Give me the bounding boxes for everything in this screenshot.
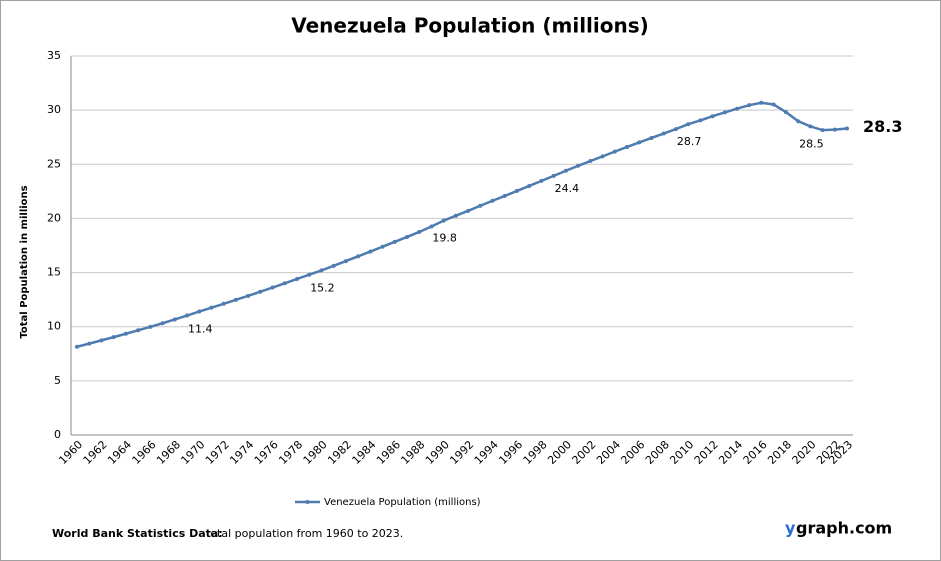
point [270,285,275,290]
value-label: 11.4 [188,323,213,336]
value-label: 28.5 [799,137,824,150]
footer-bold: World Bank Statistics Data: [52,527,223,540]
point [197,309,202,314]
y-tick-label: 15 [47,266,61,279]
point [576,163,581,168]
point [233,297,238,302]
point [759,100,764,105]
point [123,331,128,336]
point [686,122,691,127]
point [478,203,483,208]
point [258,289,263,294]
value-label: 28.3 [863,117,902,136]
y-axis-title: Total Population in millions [19,185,30,338]
chart-title: Venezuela Population (millions) [291,14,649,38]
point [710,114,715,119]
point [87,341,92,346]
y-tick-label: 25 [47,157,61,170]
point [441,218,446,223]
point [796,119,801,124]
point [380,244,385,249]
value-label: 19.8 [432,232,457,245]
point [99,338,104,343]
point [111,335,116,340]
point [820,128,825,133]
legend-label: Venezuela Population (millions) [324,497,481,508]
point [698,118,703,123]
point [527,183,532,188]
point [417,229,422,234]
y-tick-label: 0 [54,428,61,441]
y-tick-label: 35 [47,49,61,62]
point [649,135,654,140]
legend-marker [305,500,310,504]
point [722,110,727,115]
point [625,144,629,149]
point [490,198,495,203]
point [209,305,214,310]
point [307,272,312,277]
point [295,276,299,281]
point [808,124,813,129]
point [172,317,177,322]
point [319,268,324,273]
value-label: 24.4 [555,182,580,195]
point [612,149,617,154]
point [453,213,458,218]
point [392,239,397,244]
point [515,188,519,193]
point [673,127,678,132]
point [185,313,189,318]
point [661,131,666,136]
point [282,281,287,286]
point [136,328,141,333]
point [405,234,409,239]
point [331,263,336,268]
point [551,173,556,178]
y-tick-label: 5 [54,374,61,387]
point [502,193,507,198]
y-tick-label: 10 [47,320,61,333]
footer: total population from 1960 to 2023. [206,527,403,540]
value-label: 15.2 [310,281,335,294]
point [343,259,348,264]
y-tick-label: 20 [47,211,61,224]
point [429,224,434,229]
point [539,178,544,183]
logo-y: y [785,519,796,538]
point [368,249,373,254]
y-tick-label: 30 [47,103,61,116]
point [356,254,361,259]
point [563,168,568,173]
point [771,102,776,107]
point [783,110,788,115]
point [221,301,226,306]
logo-rest: graph.com [796,519,892,538]
point [148,324,153,329]
series-line [76,101,848,348]
point [600,154,605,159]
point [735,106,739,111]
point [588,159,593,164]
point [747,103,752,108]
point [246,293,251,298]
point [637,140,642,145]
point [832,127,837,132]
point [466,208,471,213]
point [75,344,79,349]
point [845,126,849,131]
point [160,321,165,326]
value-label: 28.7 [677,135,702,148]
